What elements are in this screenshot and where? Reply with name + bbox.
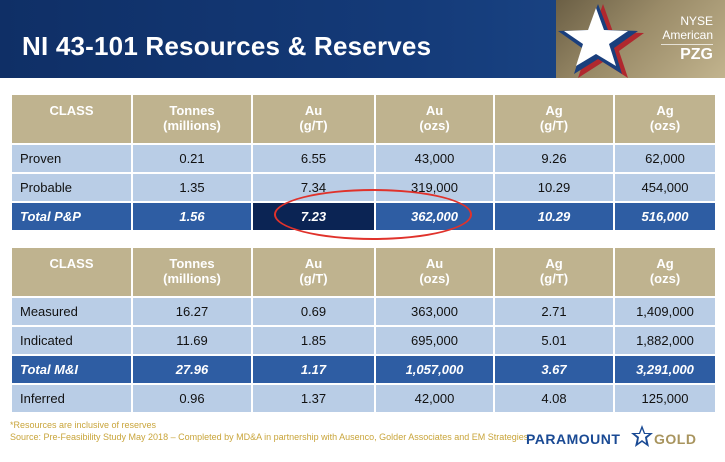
resources-table: CLASS Tonnes (millions) Au (g/T) Au (ozs) A… xyxy=(10,246,717,414)
column-header-au-grade: Au (g/T) xyxy=(251,93,376,145)
ag-grade-cell: 2.71 xyxy=(493,296,615,327)
footnote-source: Source: Pre-Feasibility Study May 2018 –… xyxy=(10,432,529,442)
tonnes-cell: 0.96 xyxy=(131,383,253,414)
reserves-table: CLASS Tonnes (millions) Au (g/T) Au (ozs) A… xyxy=(10,93,717,232)
class-cell: Indicated xyxy=(10,325,133,356)
au-grade-cell: 6.55 xyxy=(251,143,376,174)
au-grade-cell: 1.17 xyxy=(251,354,376,385)
ag-grade-cell: 5.01 xyxy=(493,325,615,356)
highlight-oval xyxy=(274,189,472,240)
logo-text-paramount: PARAMOUNT xyxy=(526,431,621,447)
ag-ounces-cell: 454,000 xyxy=(613,172,717,203)
ag-grade-cell: 10.29 xyxy=(493,172,615,203)
column-header-tonnes: Tonnes (millions) xyxy=(131,246,253,298)
au-ounces-cell: 695,000 xyxy=(374,325,495,356)
exchange-badge: NYSE American PZG xyxy=(556,0,725,78)
badge-ticker: PZG xyxy=(680,46,713,63)
tonnes-cell: 0.21 xyxy=(131,143,253,174)
slide-header: NI 43-101 Resources & Reserves NYSE Amer… xyxy=(0,0,725,78)
tonnes-cell: 1.56 xyxy=(131,201,253,232)
table-row: Proven 0.21 6.55 43,000 9.26 62,000 xyxy=(10,143,717,174)
ag-ounces-cell: 1,882,000 xyxy=(613,325,717,356)
tonnes-cell: 11.69 xyxy=(131,325,253,356)
au-ounces-cell: 42,000 xyxy=(374,383,495,414)
ag-ounces-cell: 516,000 xyxy=(613,201,717,232)
total-row: Total M&I 27.96 1.17 1,057,000 3.67 3,29… xyxy=(10,354,717,385)
class-cell: Total P&P xyxy=(10,201,133,232)
column-header-au-ounces: Au (ozs) xyxy=(374,246,495,298)
table-row: Probable 1.35 7.34 319,000 10.29 454,000 xyxy=(10,172,717,203)
tonnes-cell: 27.96 xyxy=(131,354,253,385)
logo-text-gold: GOLD xyxy=(654,431,697,447)
au-ounces-cell: 43,000 xyxy=(374,143,495,174)
tonnes-cell: 16.27 xyxy=(131,296,253,327)
class-cell: Proven xyxy=(10,143,133,174)
ag-grade-cell: 4.08 xyxy=(493,383,615,414)
column-header-tonnes: Tonnes (millions) xyxy=(131,93,253,145)
slide-title: NI 43-101 Resources & Reserves xyxy=(22,31,432,61)
table-row: Measured 16.27 0.69 363,000 2.71 1,409,0… xyxy=(10,296,717,327)
au-ounces-cell: 1,057,000 xyxy=(374,354,495,385)
tonnes-cell: 1.35 xyxy=(131,172,253,203)
column-header-ag-ounces: Ag (ozs) xyxy=(613,246,717,298)
ag-grade-cell: 9.26 xyxy=(493,143,615,174)
ag-grade-cell: 10.29 xyxy=(493,201,615,232)
column-header-ag-ounces: Ag (ozs) xyxy=(613,93,717,145)
star-icon xyxy=(558,4,644,78)
column-header-class: CLASS xyxy=(10,246,133,298)
badge-exchange-name: NYSE xyxy=(680,14,713,28)
ag-ounces-cell: 125,000 xyxy=(613,383,717,414)
ag-grade-cell: 3.67 xyxy=(493,354,615,385)
table-header-row: CLASS Tonnes (millions) Au (g/T) Au (ozs) A… xyxy=(10,246,717,298)
column-header-ag-grade: Ag (g/T) xyxy=(493,246,615,298)
table-row: Inferred 0.96 1.37 42,000 4.08 125,000 xyxy=(10,383,717,414)
badge-exchange-market: American xyxy=(662,28,713,42)
class-cell: Total M&I xyxy=(10,354,133,385)
class-cell: Measured xyxy=(10,296,133,327)
au-grade-cell: 1.37 xyxy=(251,383,376,414)
company-logo: PARAMOUNT GOLD xyxy=(526,424,716,452)
class-cell: Probable xyxy=(10,172,133,203)
column-header-au-ounces: Au (ozs) xyxy=(374,93,495,145)
badge-divider xyxy=(661,44,713,45)
ag-ounces-cell: 3,291,000 xyxy=(613,354,717,385)
logo-star-icon xyxy=(631,425,653,447)
ag-ounces-cell: 62,000 xyxy=(613,143,717,174)
au-grade-cell: 0.69 xyxy=(251,296,376,327)
au-ounces-cell: 363,000 xyxy=(374,296,495,327)
column-header-ag-grade: Ag (g/T) xyxy=(493,93,615,145)
table-header-row: CLASS Tonnes (millions) Au (g/T) Au (ozs) A… xyxy=(10,93,717,145)
au-grade-cell: 1.85 xyxy=(251,325,376,356)
column-header-au-grade: Au (g/T) xyxy=(251,246,376,298)
table-row: Indicated 11.69 1.85 695,000 5.01 1,882,… xyxy=(10,325,717,356)
ag-ounces-cell: 1,409,000 xyxy=(613,296,717,327)
footnote-inclusive: *Resources are inclusive of reserves xyxy=(10,420,157,430)
class-cell: Inferred xyxy=(10,383,133,414)
column-header-class: CLASS xyxy=(10,93,133,145)
